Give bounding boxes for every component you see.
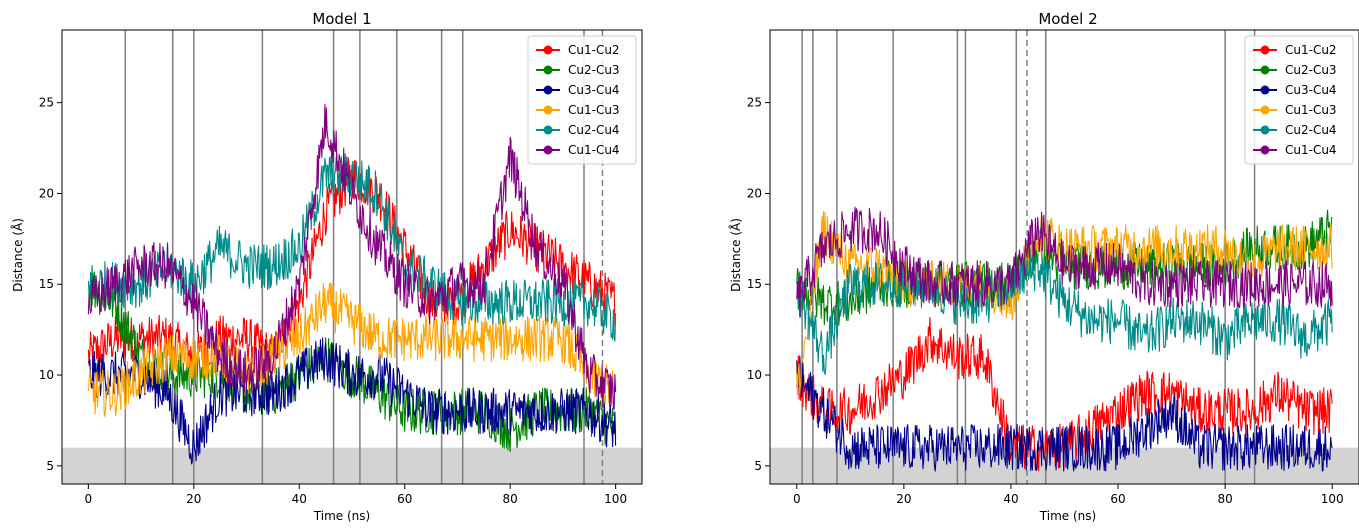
- legend-swatch-marker: [543, 85, 553, 95]
- x-axis-label: Time (ns): [313, 509, 370, 523]
- legend-label: Cu2-Cu4: [1285, 123, 1337, 137]
- legend-label: Cu1-Cu3: [568, 103, 620, 117]
- legend-label: Cu2-Cu4: [568, 123, 620, 137]
- legend-swatch-marker: [543, 105, 553, 115]
- series-line-cu1-cu4: [796, 206, 1333, 318]
- x-tick-label: 20: [896, 492, 911, 506]
- y-axis-label: Distance (Å): [10, 218, 25, 292]
- y-tick-label: 25: [39, 96, 54, 110]
- legend-label: Cu2-Cu3: [568, 63, 620, 77]
- x-tick-label: 100: [1321, 492, 1344, 506]
- series-line-cu2-cu4: [87, 152, 617, 342]
- x-tick-label: 40: [292, 492, 307, 506]
- legend: Cu1-Cu2 Cu2-Cu3 Cu3-Cu4 Cu1-Cu3 Cu2-Cu4 Cu1-C…: [1244, 35, 1354, 165]
- x-tick-label: 80: [503, 492, 518, 506]
- x-tick-label: 100: [604, 492, 627, 506]
- y-tick-label: 5: [754, 459, 762, 473]
- y-tick-label: 5: [46, 459, 54, 473]
- x-axis-label: Time (ns): [1039, 509, 1096, 523]
- legend-swatch-marker: [1260, 125, 1270, 135]
- legend-swatch-marker: [543, 145, 553, 155]
- legend-swatch-marker: [1260, 85, 1270, 95]
- series-line-cu2-cu4: [796, 249, 1333, 376]
- threshold-band: [62, 447, 642, 484]
- legend-label: Cu3-Cu4: [568, 83, 620, 97]
- x-tick-label: 60: [397, 492, 412, 506]
- plot-frame: [769, 29, 1359, 485]
- y-tick-label: 15: [747, 277, 762, 291]
- chart-panel-model-2: Model 2 Time (ns) Distance (Å) 0 20 40 60 80…: [728, 10, 1359, 523]
- legend-box: [1244, 35, 1354, 165]
- plot-frame: [61, 29, 643, 485]
- y-tick-label: 15: [39, 277, 54, 291]
- x-tick-label: 0: [793, 492, 801, 506]
- y-tick-label: 25: [747, 96, 762, 110]
- series-group: [87, 103, 617, 465]
- legend-swatch-marker: [1260, 45, 1270, 55]
- legend-label: Cu1-Cu4: [1285, 143, 1337, 157]
- series-line-cu1-cu4: [87, 103, 617, 410]
- x-tick-label: 60: [1110, 492, 1125, 506]
- chart-panel-model-1: Model 1 Time (ns) Distance (Å) 0 20 40 60 80…: [10, 10, 643, 523]
- chart-title: Model 1: [312, 10, 371, 28]
- legend-swatch-marker: [1260, 65, 1270, 75]
- y-tick-label: 10: [39, 368, 54, 382]
- series-line-cu1-cu3: [87, 282, 617, 418]
- legend-swatch-marker: [1260, 105, 1270, 115]
- legend-swatch-marker: [1260, 145, 1270, 155]
- x-tick-label: 0: [85, 492, 93, 506]
- legend: Cu1-Cu2 Cu2-Cu3 Cu3-Cu4 Cu1-Cu3 Cu2-Cu4 Cu1-C…: [527, 35, 637, 165]
- legend-label: Cu2-Cu3: [1285, 63, 1337, 77]
- series-group: [796, 206, 1333, 472]
- chart-title: Model 2: [1038, 10, 1097, 28]
- legend-box: [527, 35, 637, 165]
- legend-label: Cu1-Cu2: [568, 43, 620, 57]
- legend-label: Cu1-Cu2: [1285, 43, 1337, 57]
- series-line-cu3-cu4: [87, 337, 617, 465]
- y-axis-label: Distance (Å): [728, 218, 743, 292]
- series-line-cu1-cu3: [796, 210, 1333, 396]
- legend-label: Cu3-Cu4: [1285, 83, 1337, 97]
- y-tick-label: 20: [39, 186, 54, 200]
- legend-swatch-marker: [543, 65, 553, 75]
- y-tick-label: 20: [747, 186, 762, 200]
- x-tick-label: 80: [1217, 492, 1232, 506]
- legend-swatch-marker: [543, 45, 553, 55]
- legend-swatch-marker: [543, 125, 553, 135]
- legend-label: Cu1-Cu4: [568, 143, 620, 157]
- y-tick-label: 10: [747, 368, 762, 382]
- x-tick-label: 40: [1003, 492, 1018, 506]
- x-tick-label: 20: [186, 492, 201, 506]
- legend-label: Cu1-Cu3: [1285, 103, 1337, 117]
- series-line-cu3-cu4: [796, 355, 1333, 472]
